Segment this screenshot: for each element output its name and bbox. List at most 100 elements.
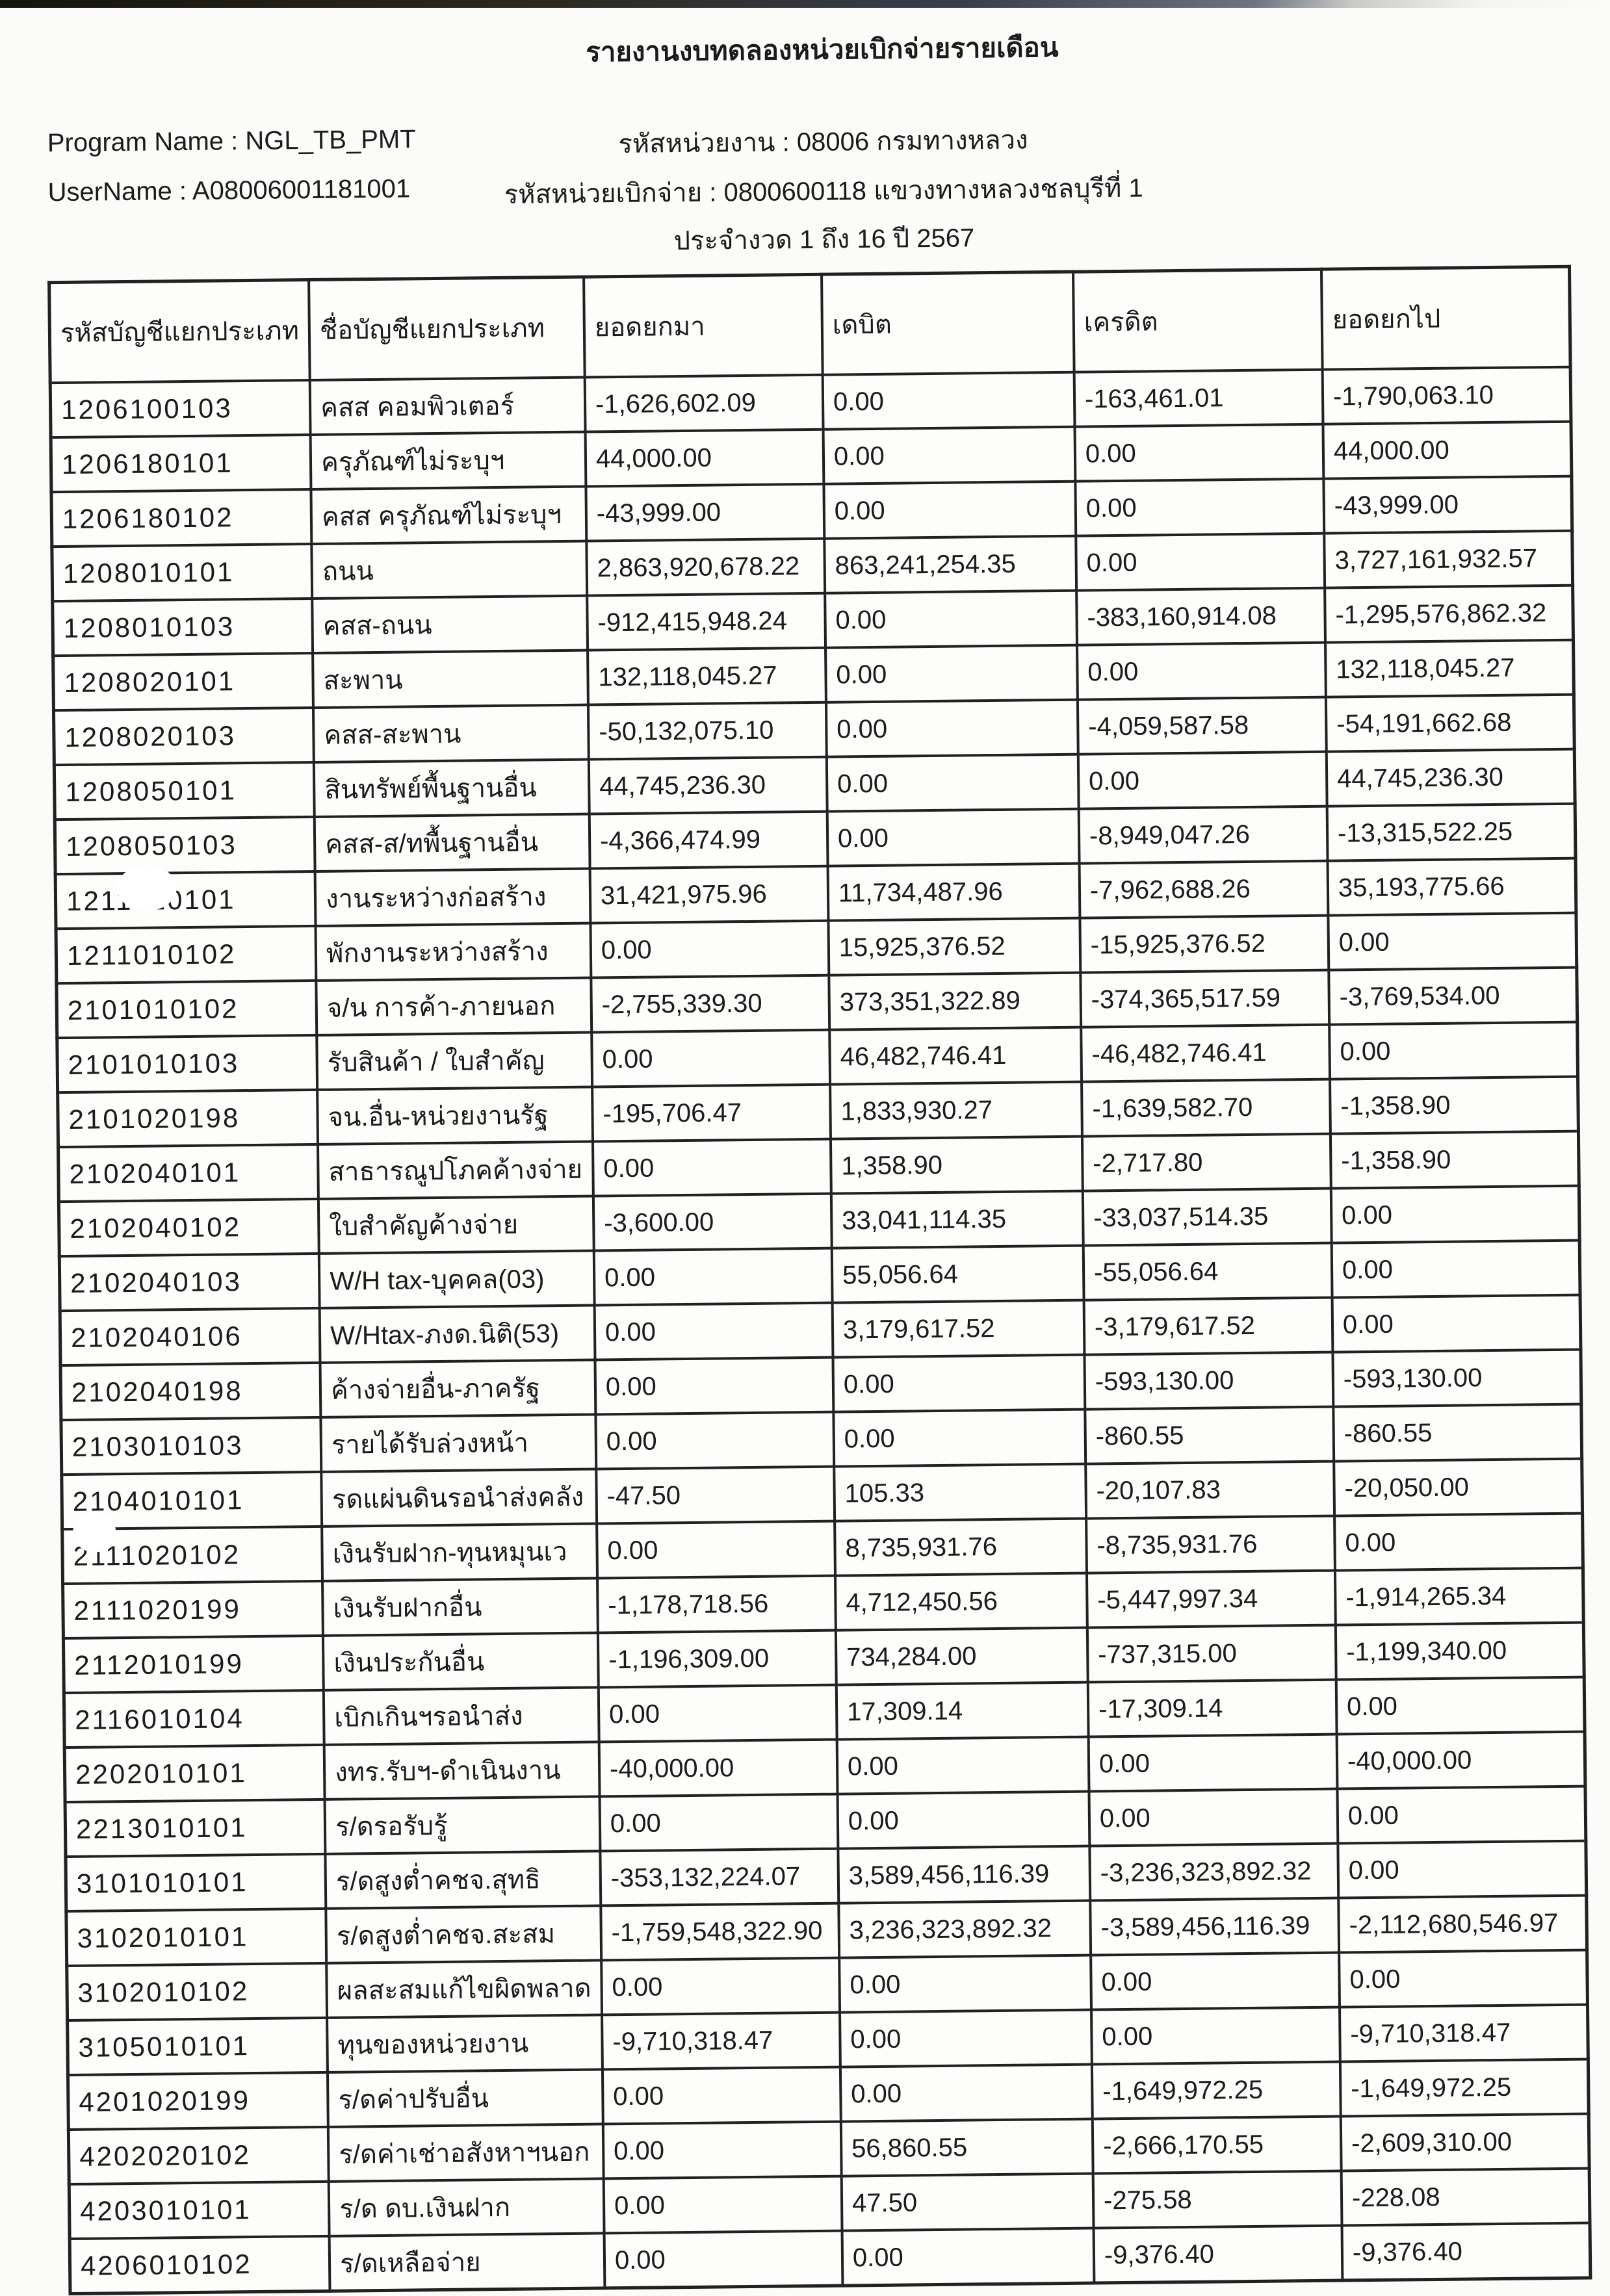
cell-credit: -33,037,514.35 — [1082, 1188, 1332, 1246]
cell-debit: 734,284.00 — [835, 1627, 1088, 1685]
cell-account-name: เบิกเกินฯรอนำส่ง — [323, 1687, 599, 1745]
cell-debit: 1,358.90 — [830, 1136, 1083, 1194]
cell-carry-forward: -1,626,602.09 — [584, 374, 824, 432]
cell-credit: -8,735,931.76 — [1086, 1516, 1335, 1573]
cell-carry-out: -1,790,063.10 — [1322, 367, 1572, 424]
table-header-row: รหัสบัญชีแยกประเภท ชื่อบัญชีแยกประเภท ยอ… — [49, 266, 1571, 383]
cell-credit: -15,925,376.52 — [1080, 915, 1329, 973]
cell-credit: -46,482,746.41 — [1081, 1024, 1330, 1082]
cell-carry-out: -228.08 — [1341, 2168, 1591, 2226]
cell-credit: -3,179,617.52 — [1084, 1297, 1333, 1355]
cell-carry-out: -593,130.00 — [1332, 1349, 1582, 1407]
cell-carry-forward: -1,178,718.56 — [597, 1575, 836, 1633]
cell-credit: 0.00 — [1075, 478, 1325, 536]
cell-debit: 0.00 — [827, 808, 1080, 866]
agency-code-line: รหัสหน่วยงาน : 08006 กรมทางหลวง — [618, 125, 1028, 159]
cell-account-code: 2101020198 — [57, 1089, 318, 1148]
cell-carry-out: 0.00 — [1334, 1513, 1583, 1571]
cell-carry-forward: 0.00 — [597, 1521, 835, 1579]
cell-account-code: 1211010102 — [56, 925, 317, 984]
cell-credit: -7,962,688.26 — [1079, 860, 1329, 918]
cell-debit: 0.00 — [837, 1791, 1090, 1849]
cell-carry-out: 0.00 — [1329, 1022, 1578, 1079]
cell-account-name: พักงานระหว่างสร้าง — [315, 923, 591, 981]
cell-account-name: คสส-ถนน — [312, 595, 588, 653]
cell-credit: -3,236,323,892.32 — [1089, 1843, 1339, 1901]
cell-account-code: 2103010103 — [60, 1417, 322, 1475]
cell-carry-out: 0.00 — [1331, 1185, 1580, 1243]
cell-account-name: ถนน — [311, 541, 588, 599]
cell-debit: 3,236,323,892.32 — [838, 1900, 1091, 1958]
page-title: รายงานงบทดลองหน่วยเบิกจ่ายรายเดือน — [586, 31, 1059, 68]
cell-carry-out: 44,745,236.30 — [1326, 749, 1576, 806]
cell-account-name: ใบสำคัญค้างจ่าย — [318, 1196, 594, 1254]
cell-credit: 0.00 — [1078, 751, 1327, 809]
cell-carry-forward: -3,600.00 — [593, 1193, 832, 1251]
cell-debit: 863,241,254.35 — [824, 535, 1077, 593]
cell-carry-out: 0.00 — [1336, 1677, 1585, 1735]
cell-carry-out: 44,000.00 — [1323, 421, 1572, 479]
cell-account-name: สาธารณูปโภคค้างจ่าย — [318, 1141, 593, 1199]
cell-debit: 3,179,617.52 — [832, 1300, 1085, 1358]
cell-credit: -860.55 — [1085, 1406, 1334, 1464]
cell-account-name: รายได้รับล่วงหน้า — [320, 1414, 597, 1472]
cell-carry-forward: 0.00 — [603, 2176, 842, 2234]
cell-account-code: 1208020101 — [53, 652, 314, 711]
column-header-credit: เครดิต — [1072, 269, 1323, 372]
cell-carry-out: -1,649,972.25 — [1340, 2059, 1589, 2117]
cell-debit: 4,712,450.56 — [835, 1573, 1087, 1631]
cell-debit: 105.33 — [834, 1464, 1087, 1521]
cell-credit: 0.00 — [1091, 2007, 1340, 2065]
cell-carry-out: -20,050.00 — [1334, 1458, 1583, 1516]
cell-carry-out: 35,193,775.66 — [1327, 858, 1577, 916]
cell-account-code: 1211010101 — [55, 865, 316, 929]
cell-account-name: ร/ดสูงต่ำคชจ.สุทธิ — [325, 1851, 601, 1909]
cell-account-code: 2102040106 — [60, 1308, 320, 1366]
cell-carry-out: 0.00 — [1331, 1240, 1581, 1298]
cell-account-name: เงินรับฝาก-ทุนหมุนเว — [322, 1523, 597, 1581]
cell-carry-out: 3,727,161,932.57 — [1324, 530, 1574, 588]
cell-debit: 0.00 — [839, 1955, 1091, 2013]
cell-account-code: 2101010103 — [57, 1035, 318, 1093]
cell-credit: 0.00 — [1091, 1952, 1340, 2010]
cell-carry-out: -2,609,310.00 — [1340, 2113, 1590, 2171]
cell-account-code: 2116010104 — [64, 1690, 324, 1748]
cell-carry-out: -2,112,680,546.97 — [1338, 1895, 1588, 1953]
cell-account-code: 2102040101 — [58, 1144, 318, 1202]
cell-debit: 0.00 — [833, 1354, 1085, 1412]
cell-account-code: 1208010101 — [51, 543, 313, 602]
cell-carry-forward: -195,706.47 — [592, 1084, 831, 1142]
cell-debit: 33,041,114.35 — [831, 1191, 1084, 1248]
cell-account-code: 1206100103 — [50, 380, 311, 438]
cell-debit: 15,925,376.52 — [828, 918, 1081, 975]
cell-carry-forward: -353,132,224.07 — [600, 1848, 839, 1906]
cell-carry-forward: -40,000.00 — [599, 1739, 838, 1797]
cell-carry-out: -13,315,522.25 — [1327, 803, 1576, 861]
cell-debit: 0.00 — [825, 699, 1078, 757]
cell-carry-forward: -4,366,474.99 — [589, 811, 828, 869]
cell-account-name: เงินรับฝากอื่น — [322, 1578, 598, 1636]
cell-account-name: งทร.รับฯ-ดำเนินงาน — [324, 1742, 600, 1799]
cell-debit: 0.00 — [842, 2228, 1095, 2286]
cell-carry-forward: -1,196,309.00 — [597, 1630, 837, 1688]
cell-account-name: ค้างจ่ายอื่น-ภาครัฐ — [320, 1360, 596, 1417]
cell-carry-forward: 0.00 — [595, 1357, 834, 1415]
cell-credit: -2,666,170.55 — [1092, 2116, 1342, 2174]
cell-account-name: คสส คอมพิวเตอร์ — [309, 377, 586, 435]
cell-credit: 0.00 — [1088, 1734, 1338, 1792]
cell-account-name: ร/ดเหลือจ่าย — [329, 2233, 605, 2291]
cell-carry-forward: 0.00 — [602, 2067, 841, 2124]
cell-account-code: 4203010101 — [69, 2181, 330, 2239]
cell-carry-out: -1,358.90 — [1329, 1076, 1579, 1134]
cell-account-code: 2101010102 — [56, 980, 317, 1038]
cell-debit: 0.00 — [825, 590, 1077, 648]
cell-carry-forward: 0.00 — [590, 920, 829, 978]
cell-carry-out: -1,914,265.34 — [1334, 1567, 1584, 1625]
cell-account-code: 4202020102 — [68, 2126, 329, 2185]
cell-account-code: 4201020199 — [68, 2072, 328, 2130]
cell-carry-out: 132,118,045.27 — [1325, 639, 1574, 697]
cell-account-code: 3101010101 — [65, 1853, 326, 1912]
cell-account-code: 2202010101 — [64, 1744, 325, 1803]
cell-credit: 0.00 — [1076, 642, 1326, 700]
